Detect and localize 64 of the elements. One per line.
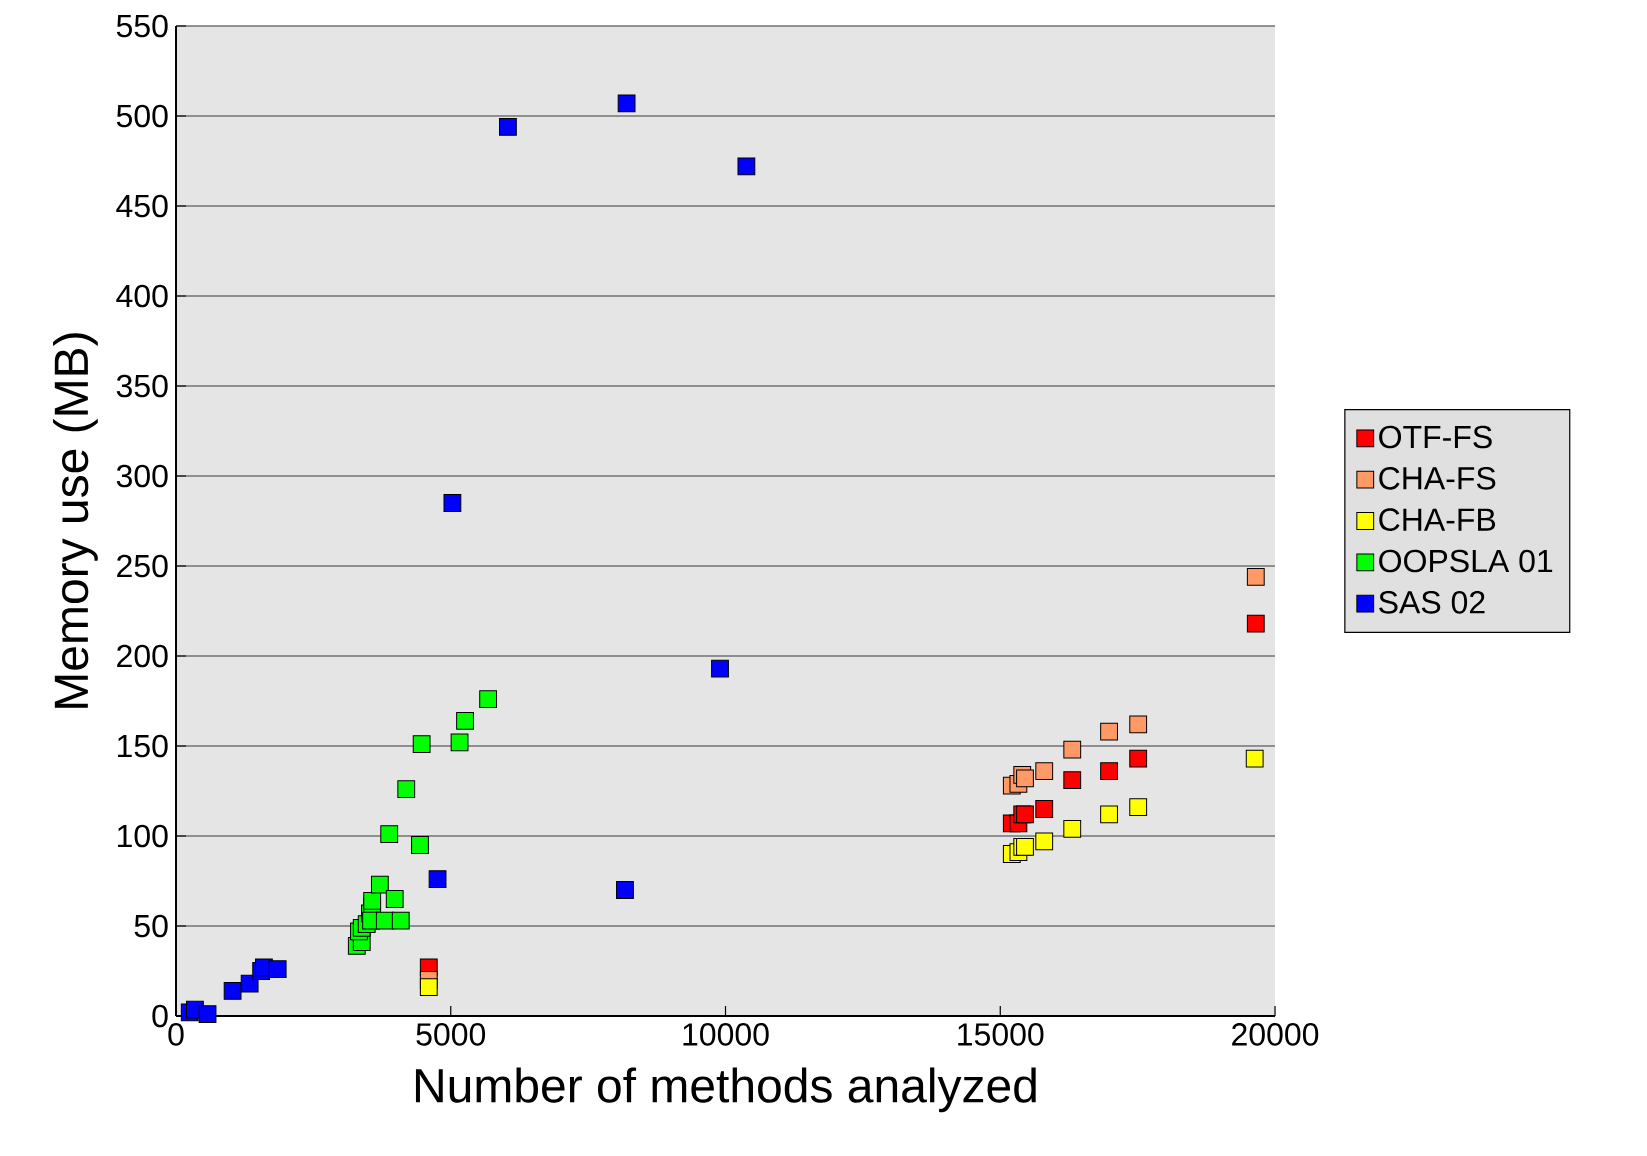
point	[397, 780, 416, 799]
point	[479, 690, 498, 709]
point	[1100, 805, 1118, 824]
point	[1063, 771, 1082, 790]
point	[443, 494, 462, 512]
y-tick-label: 400	[116, 284, 168, 308]
point	[1129, 798, 1148, 817]
point	[1063, 740, 1082, 759]
point	[385, 890, 404, 908]
point	[240, 974, 259, 993]
point	[711, 659, 729, 678]
point	[268, 960, 287, 979]
x-tick-label: 15000	[958, 1023, 1044, 1046]
point	[1063, 819, 1082, 838]
y-tick-label: 350	[116, 374, 168, 398]
point	[456, 711, 474, 730]
point	[391, 911, 410, 930]
x-tick-label: 0	[168, 1023, 184, 1046]
point	[412, 735, 431, 754]
point	[1035, 762, 1054, 781]
point	[1129, 749, 1148, 768]
x-tick-label: 10000	[683, 1023, 769, 1046]
legend-label: SAS 02	[1379, 591, 1485, 614]
point	[1035, 800, 1054, 818]
point	[450, 733, 469, 752]
point	[363, 891, 382, 910]
point	[370, 875, 389, 894]
x-tick-label: 5000	[416, 1023, 486, 1046]
legend-label: CHA-FS	[1379, 466, 1496, 490]
y-tick-label: 200	[117, 644, 168, 668]
point	[428, 870, 447, 889]
point	[223, 981, 242, 1000]
point	[380, 825, 399, 844]
point	[1016, 769, 1034, 788]
point	[499, 117, 517, 136]
legend-label: OOPSLA 01	[1379, 549, 1553, 573]
point	[616, 881, 634, 899]
point	[419, 978, 438, 997]
y-axis-title: Memory use (MB)	[53, 333, 98, 708]
point	[1035, 832, 1054, 851]
y-tick-label: 300	[116, 464, 168, 488]
point	[1246, 614, 1265, 633]
point	[198, 1005, 217, 1024]
point	[737, 157, 756, 176]
point	[1129, 715, 1148, 734]
legend-label: CHA-FB	[1379, 508, 1496, 531]
y-tick-label: 550	[116, 14, 168, 38]
y-tick-label: 150	[117, 734, 168, 758]
point	[1100, 722, 1118, 741]
point	[1245, 749, 1264, 768]
x-axis-title: Number of methods analyzed	[415, 1067, 1036, 1113]
point	[1246, 567, 1265, 586]
y-tick-label: 50	[134, 914, 168, 938]
y-tick-label: 100	[117, 824, 168, 848]
x-tick-label: 20000	[1232, 1023, 1319, 1046]
point	[617, 94, 636, 113]
y-tick-label: 450	[116, 194, 168, 218]
y-tick-label: 500	[116, 104, 168, 128]
point	[375, 911, 394, 930]
legend-label: OTF-FS	[1379, 425, 1492, 449]
point	[1100, 762, 1118, 781]
y-tick-label: 0	[152, 1004, 168, 1028]
point	[411, 836, 429, 854]
y-tick-label: 250	[117, 554, 168, 578]
